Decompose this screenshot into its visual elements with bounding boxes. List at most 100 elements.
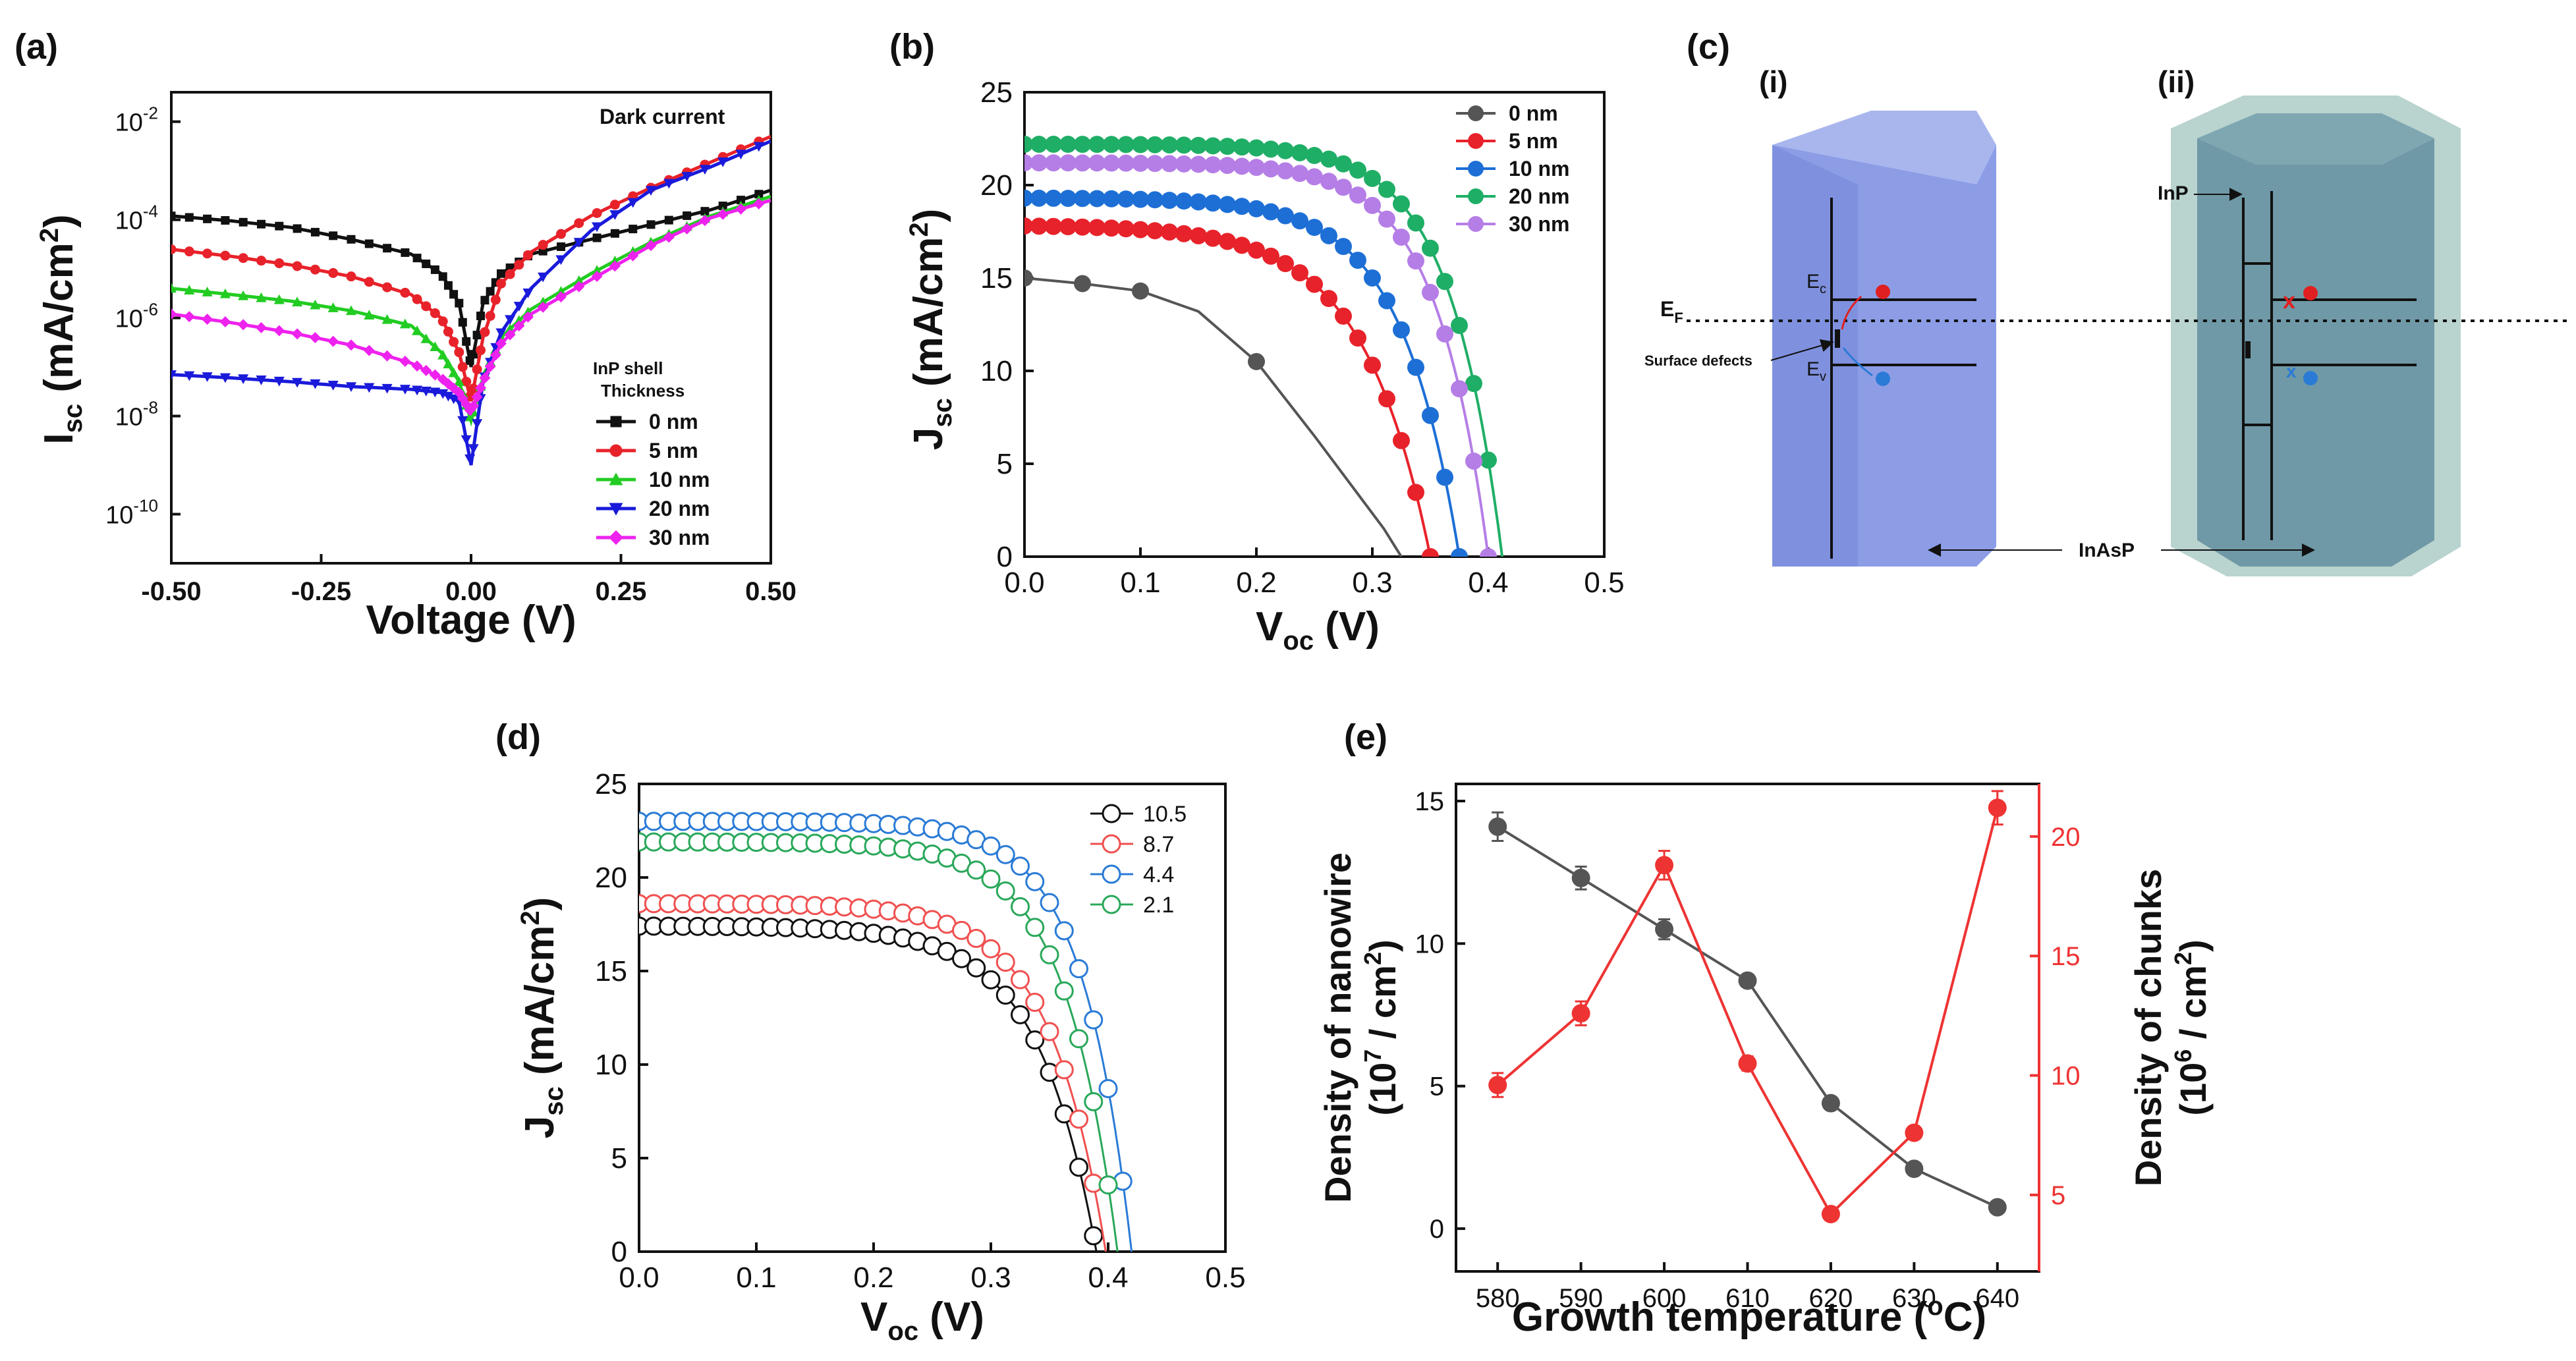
y-tick-label: 0 — [997, 541, 1013, 573]
series-10-nm-point — [1407, 358, 1424, 376]
series-20-nm-point — [1059, 136, 1077, 153]
series-30-nm-point — [484, 360, 496, 372]
y-tick-exponent: -4 — [143, 202, 158, 221]
legend-label: 30 nm — [649, 526, 710, 549]
series-10-nm-point — [1291, 212, 1308, 230]
series-20-nm-point — [735, 150, 746, 160]
nanowire-ii-core — [2197, 138, 2434, 567]
series-0-nm-point — [310, 227, 320, 236]
x-tick-label: 640 — [1975, 1284, 2019, 1313]
series-0-nm-point — [238, 217, 248, 227]
series-10-nm-point — [273, 294, 285, 304]
legend-marker — [1468, 188, 1484, 204]
series-20-nm-point — [681, 171, 692, 182]
series-10-nm-point — [1088, 190, 1106, 208]
series-20-nm-point — [1451, 317, 1468, 335]
series-10-nm-point — [1074, 190, 1091, 208]
series-8-7-point — [1040, 1022, 1059, 1042]
series-10-nm-point — [292, 296, 303, 307]
series-10-nm-point — [430, 341, 441, 352]
series-30-nm-point — [1422, 283, 1439, 301]
x-tick-label: 0.0 — [619, 1262, 659, 1294]
series-20-nm-point — [1132, 136, 1149, 153]
series-20-nm-point — [1045, 136, 1062, 153]
y-tick-exponent: -2 — [143, 103, 158, 123]
series-nanowire-density-point — [1655, 920, 1674, 939]
y-tick-label: 25 — [980, 76, 1013, 109]
legend-marker — [608, 530, 624, 545]
series-5-nm-point — [1146, 222, 1163, 240]
y-tick-label: 15 — [980, 262, 1013, 294]
series-0-nm-point — [412, 254, 422, 263]
series-0-nm-point — [275, 221, 284, 231]
x-tick-label: 0.0 — [1004, 567, 1044, 599]
series-8-7-point — [952, 920, 971, 940]
series-30-nm-point — [399, 355, 411, 367]
series-20-nm-point — [663, 179, 675, 189]
series-5-nm-point — [1030, 217, 1048, 235]
series-10-nm-point — [327, 302, 339, 312]
series-5-nm-point — [1335, 307, 1352, 325]
legend-label: 5 nm — [649, 439, 698, 462]
defect-state-ii — [2245, 341, 2251, 358]
series-8-7-point — [1011, 970, 1030, 989]
series-20-nm-point — [1349, 161, 1366, 179]
series-20-nm-point — [627, 198, 638, 208]
series-0-nm-point — [480, 296, 490, 305]
series-2-1-point — [1069, 1029, 1088, 1049]
series-10-5-point — [1084, 1226, 1104, 1246]
series-8-7-line — [639, 903, 1107, 1252]
series-20-nm-point — [1248, 139, 1265, 157]
series-5-nm-point — [538, 240, 548, 250]
series-10-nm-point — [1393, 321, 1410, 339]
series-30-nm-point — [479, 372, 491, 384]
series-30-nm-point — [609, 260, 621, 272]
series-20-nm-point — [310, 379, 321, 389]
legend-marker — [1468, 133, 1484, 149]
series-5-nm-point — [412, 294, 422, 304]
series-4-4-point — [981, 836, 1001, 856]
series-0-nm-point — [171, 211, 176, 221]
series-20-nm-point — [717, 157, 729, 167]
series-5-nm-point — [1204, 229, 1221, 247]
series-30-nm-point — [468, 400, 480, 412]
series-nanowire-density-point — [1988, 1198, 2007, 1217]
x-tick-label: 0.5 — [1584, 567, 1624, 599]
legend-marker — [609, 444, 623, 457]
legend-marker — [1468, 161, 1484, 177]
series-10-nm-point — [453, 376, 464, 387]
series-2-1-point — [966, 860, 986, 880]
series-10-nm-point — [1103, 190, 1120, 208]
subpanel-label-i: (i) — [1759, 66, 1787, 99]
legend-label: 8.7 — [1143, 832, 1174, 857]
surface-defects-pointer — [1770, 339, 1834, 361]
series-30-nm-point — [219, 316, 231, 328]
series-10-nm-point — [1436, 468, 1453, 486]
series-30-nm-point — [202, 314, 213, 325]
panel-label-a: (a) — [14, 27, 58, 67]
series-30-nm-point — [753, 198, 765, 209]
series-5-nm-point — [328, 267, 339, 278]
series-10-5-point — [1025, 1030, 1045, 1050]
series-30-nm-point — [411, 360, 423, 372]
series-30-nm-point — [363, 345, 375, 356]
series-30-nm-point — [1030, 154, 1048, 172]
series-10-nm-point — [1059, 190, 1077, 208]
series-0-nm-point — [1074, 275, 1091, 292]
x-tick-label: 580 — [1476, 1284, 1520, 1313]
series-4-4-point — [1084, 1010, 1104, 1030]
series-0-nm-point — [449, 290, 459, 299]
legend: InP shell Thickness 0 nm 5 nm 10 nm 20 nm 30… — [593, 358, 710, 549]
recombination-arrow-electron — [1841, 295, 1862, 330]
series-10-5-point — [981, 970, 1001, 989]
nanowire-i-side — [1772, 145, 1858, 567]
blocked-hole-mark: x — [2286, 361, 2297, 381]
series-20-nm-point — [1335, 155, 1352, 173]
legend: 0 nm 5 nm 10 nm 20 nm 30 nm — [1456, 101, 1569, 236]
series-30-nm-point — [681, 223, 693, 235]
series-10-nm-point — [219, 288, 231, 298]
legend-marker — [1102, 804, 1121, 823]
series-20-nm-point — [1436, 273, 1453, 291]
series-20-nm-point — [219, 373, 231, 383]
series-0-nm-point — [664, 215, 673, 225]
